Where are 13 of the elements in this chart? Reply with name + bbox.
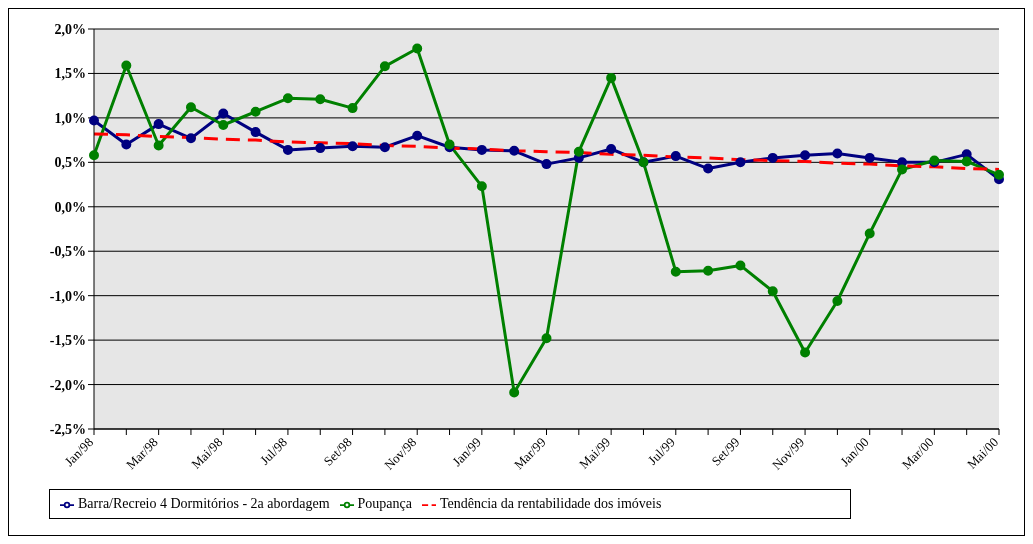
legend-label: Tendência da rentabilidade dos imóveis [439, 496, 662, 511]
y-tick-label: 2,0% [54, 21, 86, 37]
y-tick-label: -2,0% [49, 377, 86, 393]
legend-label: Poupança [357, 496, 412, 511]
y-tick-label: 1,5% [54, 66, 86, 82]
y-tick-label: -1,0% [49, 288, 86, 304]
y-tick-label: 0,5% [54, 155, 86, 171]
y-tick-label: -2,5% [49, 421, 86, 437]
y-tick-label: -0,5% [49, 244, 86, 260]
y-tick-label: -1,5% [49, 333, 86, 349]
y-tick-label: 1,0% [54, 110, 86, 126]
y-tick-label: 0,0% [54, 199, 86, 215]
legend-label: Barra/Recreio 4 Dormitórios - 2a abordagem [78, 496, 330, 511]
